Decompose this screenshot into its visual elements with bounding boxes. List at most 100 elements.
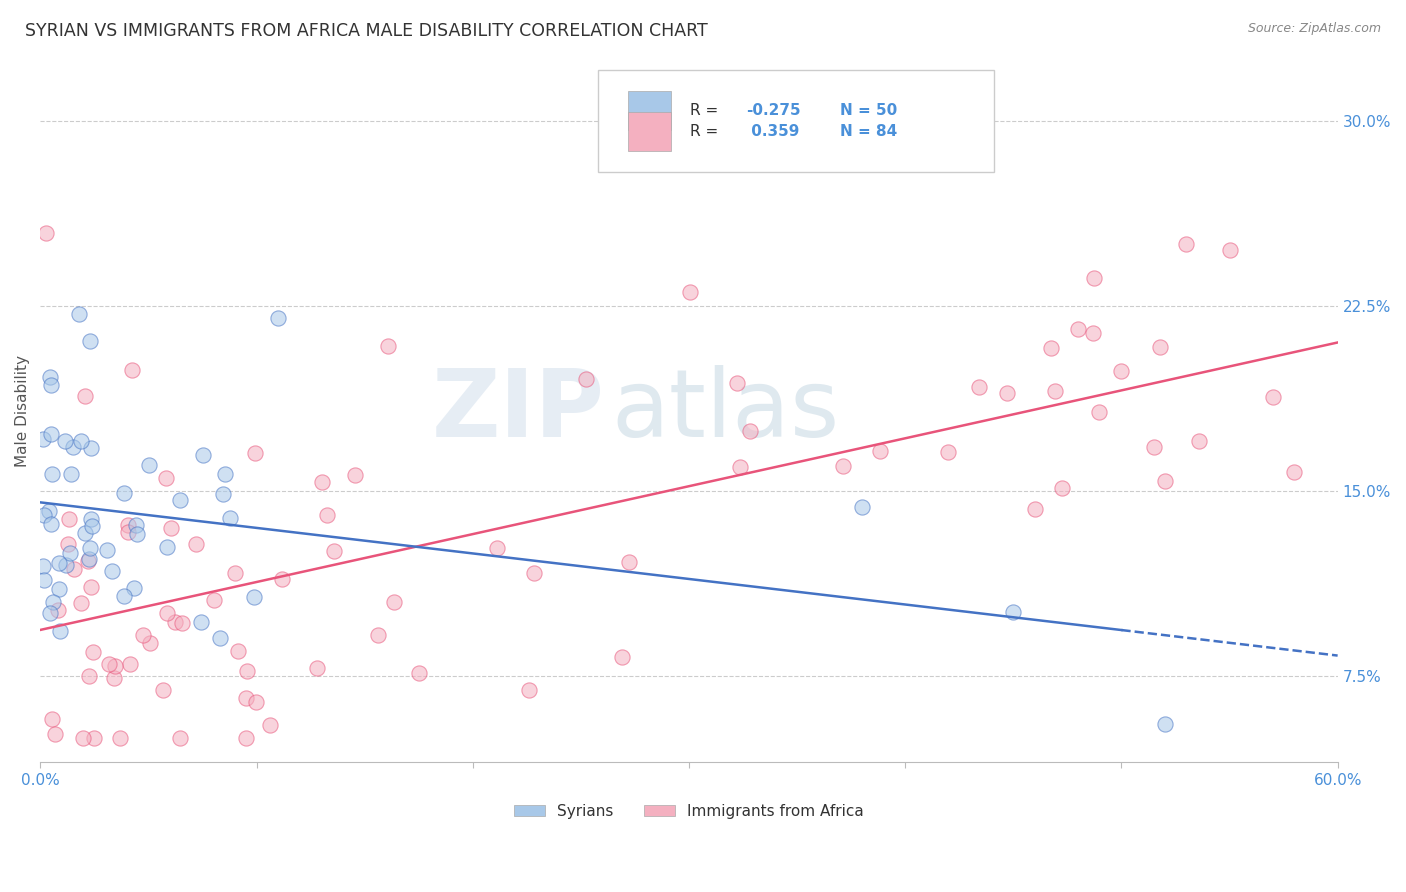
FancyBboxPatch shape: [598, 70, 994, 172]
Point: [32, 508, 55, 523]
Point: [69, 434, 91, 449]
Text: N = 84: N = 84: [839, 124, 897, 139]
Point: [1143, 440, 1166, 454]
Point: [124, 581, 146, 595]
Point: [53, 434, 76, 448]
Point: [112, 486, 135, 500]
Point: [55, 558, 77, 572]
Point: [152, 683, 174, 698]
Point: [1067, 322, 1090, 336]
Point: [307, 661, 329, 675]
Point: [1153, 716, 1175, 731]
Point: [77, 552, 100, 566]
Point: [1083, 270, 1105, 285]
Point: [38, 370, 60, 384]
FancyBboxPatch shape: [628, 91, 671, 130]
Point: [869, 444, 891, 458]
Point: [1218, 243, 1240, 257]
Point: [245, 446, 267, 460]
Point: [138, 458, 160, 472]
Text: N = 50: N = 50: [839, 103, 897, 118]
Point: [184, 537, 207, 551]
Point: [35, 227, 58, 241]
Point: [211, 487, 233, 501]
Point: [612, 649, 634, 664]
Point: [214, 467, 236, 482]
Point: [125, 526, 148, 541]
Point: [208, 631, 231, 645]
Point: [271, 572, 294, 586]
Point: [738, 424, 761, 438]
Point: [1081, 326, 1104, 340]
Point: [1175, 237, 1198, 252]
Point: [851, 500, 873, 515]
Point: [79, 669, 101, 683]
Point: [218, 511, 240, 525]
Point: [574, 372, 596, 386]
Point: [1087, 405, 1109, 419]
Point: [1284, 465, 1306, 479]
Point: [32, 432, 55, 446]
Point: [995, 385, 1018, 400]
Point: [191, 449, 214, 463]
Point: [1153, 475, 1175, 489]
Point: [62, 562, 84, 576]
Point: [967, 380, 990, 394]
Point: [49, 624, 72, 638]
Point: [103, 659, 125, 673]
Point: [204, 592, 226, 607]
Point: [156, 541, 179, 555]
Point: [1039, 341, 1062, 355]
Point: [377, 339, 399, 353]
Point: [103, 671, 125, 685]
Point: [382, 595, 405, 609]
Point: [679, 285, 702, 299]
Point: [160, 521, 183, 535]
Point: [725, 376, 748, 391]
Point: [31, 559, 53, 574]
Point: [235, 664, 257, 678]
Point: [59, 467, 82, 481]
Point: [42, 595, 65, 609]
Point: [728, 460, 751, 475]
Point: [39, 377, 62, 392]
Point: [32, 573, 55, 587]
Point: [523, 566, 546, 581]
Text: 0.359: 0.359: [747, 124, 800, 139]
Point: [169, 493, 191, 508]
Text: ZIP: ZIP: [432, 365, 605, 457]
Point: [1045, 384, 1067, 398]
Text: R =: R =: [690, 103, 724, 118]
Text: Source: ZipAtlas.com: Source: ZipAtlas.com: [1247, 22, 1381, 36]
Point: [235, 690, 257, 705]
Point: [132, 628, 155, 642]
Point: [59, 546, 82, 560]
Point: [117, 517, 139, 532]
Point: [259, 718, 281, 732]
Point: [38, 503, 60, 517]
Point: [118, 657, 141, 672]
Point: [367, 628, 389, 642]
Point: [938, 445, 960, 459]
Point: [408, 665, 430, 680]
Point: [100, 564, 122, 578]
Point: [139, 635, 162, 649]
Point: [322, 544, 344, 558]
Point: [517, 683, 540, 698]
Point: [69, 307, 91, 321]
Point: [165, 615, 187, 630]
Point: [832, 458, 855, 473]
Point: [125, 518, 148, 533]
Point: [1024, 501, 1046, 516]
Point: [79, 541, 101, 556]
Point: [48, 582, 70, 597]
Point: [224, 566, 246, 580]
Text: R =: R =: [690, 124, 728, 139]
Point: [46, 603, 69, 617]
Text: SYRIAN VS IMMIGRANTS FROM AFRICA MALE DISABILITY CORRELATION CHART: SYRIAN VS IMMIGRANTS FROM AFRICA MALE DI…: [25, 22, 709, 40]
Point: [80, 581, 103, 595]
Point: [77, 554, 100, 568]
Point: [316, 508, 339, 522]
Point: [83, 731, 105, 745]
Point: [243, 590, 266, 604]
